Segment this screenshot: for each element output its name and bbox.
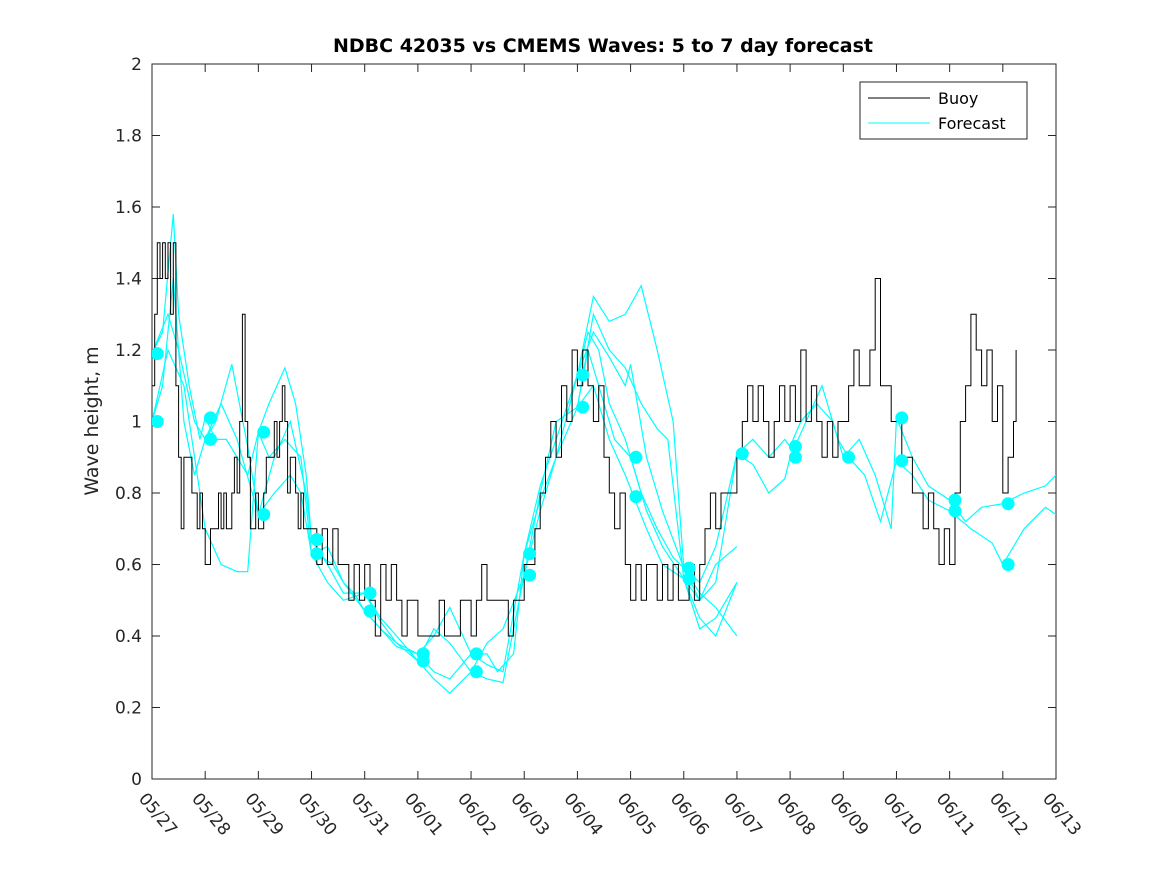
forecast-init-point [204,411,217,425]
x-tick-label: 06/09 [825,789,872,839]
x-tick-label: 05/27 [134,789,181,839]
forecast-init-point [204,432,217,446]
forecast-init-point [842,450,856,464]
x-tick-label: 06/04 [560,789,607,839]
x-tick-label: 06/05 [613,789,660,839]
y-tick-label: 0.8 [115,484,142,504]
y-tick-label: 2 [131,55,142,75]
forecast-init-point [152,347,164,361]
legend: Buoy Forecast [859,81,1028,140]
forecast-init-point [629,490,643,504]
forecast-init-point [310,547,324,561]
legend-label-forecast: Forecast [938,114,1006,133]
chart-title: NDBC 42035 vs CMEMS Waves: 5 to 7 day fo… [333,35,873,57]
forecast-init-point [895,411,909,425]
forecast-init-point [576,400,590,414]
y-tick-label: 0.2 [115,699,142,719]
forecast-init-point [948,493,962,507]
forecast-init-point [469,665,483,679]
y-tick-label: 1.6 [115,198,142,218]
y-tick-label: 0.6 [115,556,142,576]
x-tick-label: 05/31 [347,789,394,839]
y-axis-label: Wave height, m [81,346,103,495]
forecast-init-point [682,561,696,575]
x-tick-label: 05/28 [187,789,234,839]
legend-box [859,81,1028,140]
forecast-init-point [257,508,271,521]
y-tick-label: 0.4 [115,627,142,647]
y-tick-label: 0 [131,770,142,790]
forecast-init-point [363,586,377,600]
forecast-init-point [682,572,696,586]
x-tick-label: 06/13 [1038,789,1085,839]
forecast-init-point [1001,558,1015,571]
forecast-line [576,330,738,637]
x-tick-label: 06/11 [932,789,979,839]
forecast-init-point [788,440,802,453]
forecast-init-point [416,654,430,668]
forecast-init-point [788,450,802,464]
x-tick-label: 06/01 [400,789,447,839]
forecast-line [152,312,738,673]
forecast-init-point [629,450,643,464]
forecast-init-point [152,415,164,428]
legend-label-buoy: Buoy [938,89,978,108]
y-tick-label: 1.8 [115,127,142,147]
forecast-line [576,384,738,630]
x-tick-label: 06/10 [879,789,926,839]
forecast-init-point [523,568,537,582]
buoy-line [152,242,1017,637]
forecast-init-point [948,504,962,518]
forecast-init-point [469,647,483,661]
x-tick-label: 06/06 [666,789,713,839]
x-tick-label: 06/12 [985,789,1032,839]
x-tick-label: 06/02 [453,789,500,839]
forecast-init-point [576,368,590,382]
forecast-init-point [363,604,377,618]
x-tick-label: 06/07 [719,789,766,839]
forecast-init-point [895,454,909,468]
forecast-init-point [1001,497,1015,511]
y-tick-label: 1.4 [115,270,142,290]
x-tick-label: 05/30 [294,789,341,839]
y-tick-label: 1 [131,413,142,433]
forecast-init-point [310,533,324,546]
x-tick-label: 05/29 [241,789,288,839]
y-tick-label: 1.2 [115,341,142,361]
forecast-init-point [257,425,271,439]
x-tick-label: 06/03 [506,789,553,839]
forecast-init-point [735,447,749,461]
x-tick-label: 06/08 [772,789,819,839]
forecast-init-point [523,547,537,561]
data-layer [152,214,1056,695]
